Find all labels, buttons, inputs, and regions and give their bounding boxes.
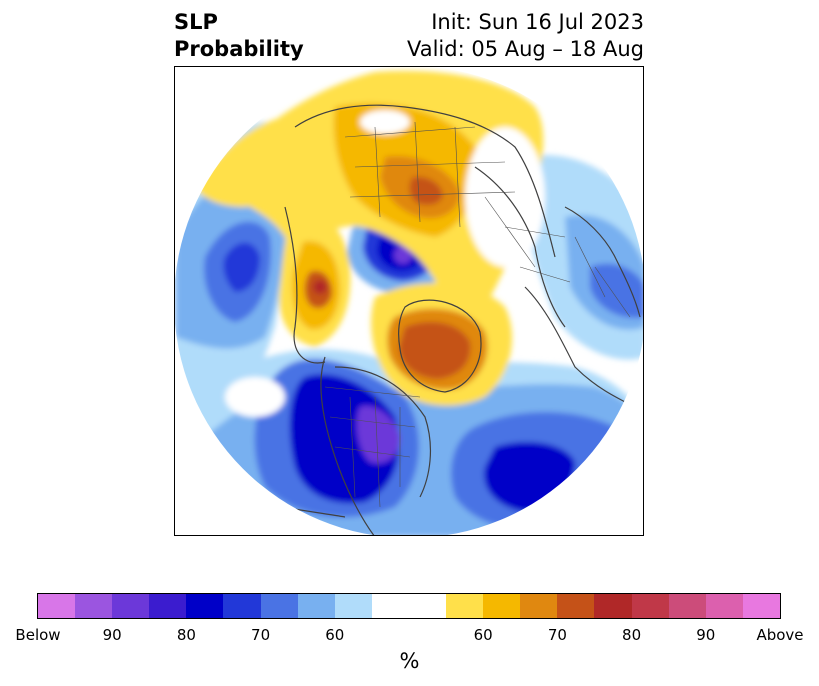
- colorbar-swatch: [223, 594, 261, 618]
- init-date: Init: Sun 16 Jul 2023: [431, 10, 644, 34]
- below-region-na-core: [356, 406, 400, 464]
- neutral-region-north: [360, 110, 410, 134]
- colorbar-tick-label: 60: [473, 626, 493, 644]
- above-region-pacific: [195, 115, 335, 207]
- colorbar-swatch: [297, 594, 335, 618]
- below-region-arctic-core: [394, 246, 412, 264]
- colorbar-swatch: [594, 594, 632, 618]
- colorbar-tick-label: Below: [15, 626, 61, 644]
- land-outlines: [234, 104, 641, 535]
- colorbar-swatch: [75, 594, 113, 618]
- colorbar-swatch: [557, 594, 595, 618]
- colorbar-swatch: [446, 594, 484, 618]
- colorbar-tick-label: 90: [102, 626, 122, 644]
- colorbar-swatch: [668, 594, 706, 618]
- above-region-europe-peak: [313, 280, 327, 294]
- colorbar-tick-label: 80: [176, 626, 196, 644]
- colorbar-tick-label: Above: [756, 626, 804, 644]
- neutral-region-east: [465, 127, 545, 267]
- date-info: Init: Sun 16 Jul 2023 Valid: 05 Aug – 18…: [407, 9, 644, 63]
- colorbar-swatch: [149, 594, 187, 618]
- title-line-2: Probability: [174, 37, 304, 61]
- colorbar-swatch: [742, 594, 780, 618]
- map-title: SLP Probability: [174, 9, 304, 63]
- colorbar-swatch: [705, 594, 743, 618]
- colorbar-tick-label: 80: [622, 626, 642, 644]
- colorbar-tick-label: 70: [547, 626, 567, 644]
- neutral-region-atlantic: [225, 377, 285, 417]
- map-panel: [174, 66, 644, 536]
- below-region-asia: [590, 263, 643, 318]
- colorbar-tick-label: 70: [251, 626, 271, 644]
- title-line-1: SLP: [174, 10, 218, 34]
- colorbar-swatch: [38, 594, 76, 618]
- colorbar-unit: %: [399, 649, 420, 673]
- valid-range: Valid: 05 Aug – 18 Aug: [406, 37, 644, 61]
- colorbar-ticks: Below 90 80 70 60 60 70 80 90 Above: [0, 626, 819, 646]
- colorbar-swatch: [186, 594, 224, 618]
- below-region-na-deep: [289, 374, 399, 504]
- colorbar: [37, 593, 781, 619]
- colorbar-swatch: [483, 594, 521, 618]
- colorbar-swatch: [334, 594, 372, 618]
- below-region-west-deep: [223, 242, 260, 292]
- colorbar-swatch: [371, 594, 447, 618]
- colorbar-swatch: [112, 594, 150, 618]
- colorbar-swatch: [260, 594, 298, 618]
- colorbar-tick-label: 90: [696, 626, 716, 644]
- above-region-greenland-core: [399, 322, 471, 379]
- colorbar-swatch: [631, 594, 669, 618]
- colorbar-tick-label: 60: [325, 626, 345, 644]
- polar-map: [175, 67, 643, 535]
- colorbar-swatch: [520, 594, 558, 618]
- country-borders: [324, 121, 631, 508]
